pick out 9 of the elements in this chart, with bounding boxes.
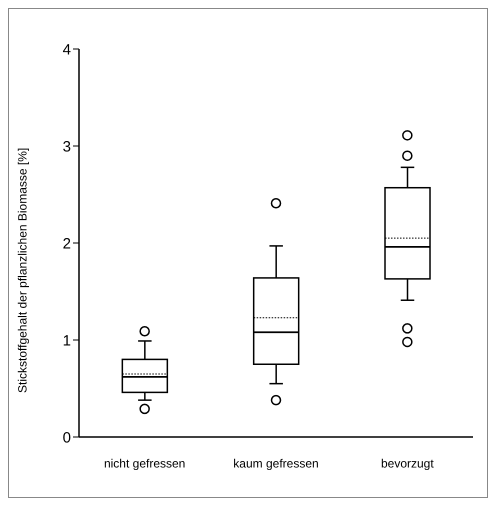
x-tick-label: bevorzugt <box>380 456 434 471</box>
y-axis-title: Stickstoffgehalt der pflanzlichen Biomasse [%] <box>15 148 30 393</box>
x-tick-label: kaum gefressen <box>233 456 319 471</box>
y-tick-label: 3 <box>62 138 71 156</box>
y-tick-label: 4 <box>62 41 71 58</box>
y-tick-label: 1 <box>62 332 71 350</box>
y-tick-label: 2 <box>62 235 71 252</box>
x-tick-label: nicht gefressen <box>104 456 186 471</box>
y-tick-label: 0 <box>62 429 71 446</box>
